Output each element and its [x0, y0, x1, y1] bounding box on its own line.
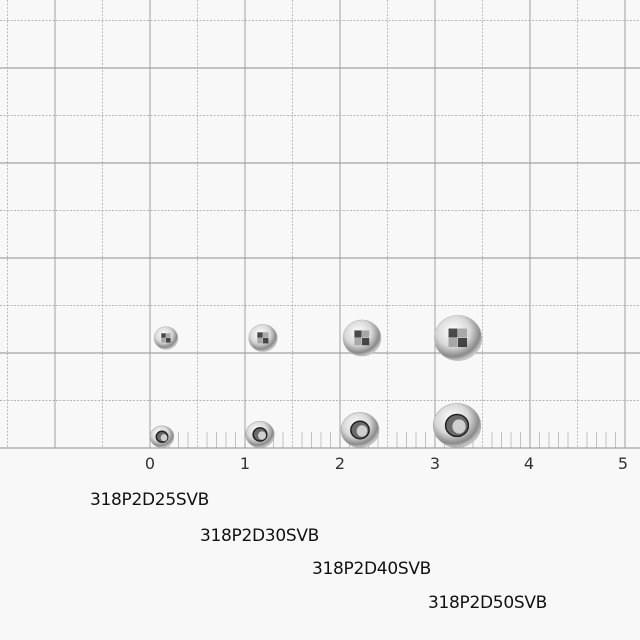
bead-hole-highlight — [356, 425, 368, 437]
faceted-bead-hole-318P2D25SVB — [149, 425, 175, 448]
bead-facet — [166, 333, 171, 338]
bead-facet — [161, 333, 166, 338]
faceted-bead-side-318P2D40SVB — [342, 319, 382, 357]
ruler-label-2: 2 — [334, 454, 346, 473]
bead-facet — [458, 328, 468, 338]
bead-facet — [458, 338, 468, 348]
product-code-30: 318P2D30SVB — [200, 526, 320, 546]
ruler-label-1: 1 — [239, 454, 251, 473]
ruler-label-4: 4 — [523, 454, 535, 473]
faceted-bead-side-318P2D50SVB — [433, 315, 483, 361]
bead-facet — [354, 330, 362, 338]
bead-hole-highlight — [258, 431, 266, 440]
product-code-40: 318P2D40SVB — [312, 559, 432, 579]
bead-facet — [166, 338, 171, 343]
faceted-bead-side-318P2D25SVB — [153, 326, 179, 350]
bead-facet — [263, 338, 269, 344]
product-code-25: 318P2D25SVB — [90, 490, 210, 510]
ruler-label-3: 3 — [429, 454, 441, 473]
bead-hole-highlight — [452, 419, 466, 434]
bead-hole-highlight — [160, 434, 168, 442]
bead-facet — [448, 328, 458, 338]
faceted-bead-side-318P2D30SVB — [248, 324, 278, 352]
ruler-label-0: 0 — [144, 454, 156, 473]
bead-facet — [354, 338, 362, 346]
bead-facet — [362, 330, 370, 338]
bead-facet — [257, 332, 263, 338]
faceted-bead-hole-318P2D40SVB — [340, 412, 380, 448]
faceted-bead-hole-318P2D30SVB — [245, 421, 275, 448]
faceted-bead-hole-318P2D50SVB — [432, 403, 482, 448]
bead-facet — [161, 338, 166, 343]
bead-facet — [263, 332, 269, 338]
bead-facet — [257, 338, 263, 344]
bead-facet — [362, 338, 370, 346]
product-code-50: 318P2D50SVB — [428, 593, 548, 613]
bead-facet — [448, 338, 458, 348]
ruler-label-5: 5 — [617, 454, 629, 473]
